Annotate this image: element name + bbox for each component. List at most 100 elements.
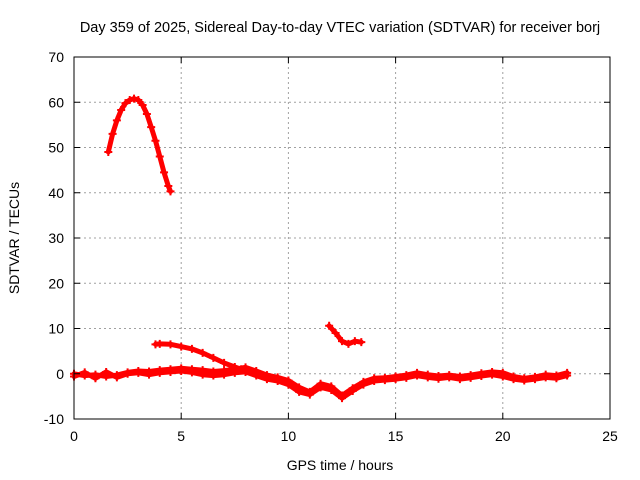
x-tick-label: 15 xyxy=(388,428,404,444)
data-point xyxy=(147,123,156,132)
data-point xyxy=(370,376,379,385)
x-axis-label: GPS time / hours xyxy=(287,457,394,473)
y-tick-label: 40 xyxy=(48,185,64,201)
data-point xyxy=(552,374,561,383)
data-point xyxy=(166,367,175,376)
data-point xyxy=(134,95,143,104)
data-point xyxy=(209,353,218,362)
data-point xyxy=(123,369,132,378)
data-point xyxy=(305,390,314,399)
data-point xyxy=(187,368,196,377)
data-point xyxy=(455,375,464,384)
data-point xyxy=(402,373,411,382)
data-point xyxy=(220,370,229,379)
grid xyxy=(74,57,610,419)
data-point xyxy=(488,370,497,379)
data-point xyxy=(117,105,126,114)
data-point xyxy=(130,94,139,103)
y-tick-label: -10 xyxy=(44,411,64,427)
x-tick-label: 25 xyxy=(602,428,618,444)
data-point xyxy=(134,368,143,377)
data-point xyxy=(198,370,207,379)
series-arc-high xyxy=(104,94,175,196)
data-point xyxy=(138,100,147,109)
data-point xyxy=(344,339,353,348)
x-tick-label: 5 xyxy=(177,428,185,444)
data-point xyxy=(477,372,486,381)
data-point xyxy=(563,371,572,380)
data-point xyxy=(338,394,346,403)
data-point xyxy=(125,95,134,104)
data-point xyxy=(91,374,100,383)
data-point xyxy=(241,367,250,376)
y-tick-label: 60 xyxy=(48,94,64,110)
data-point xyxy=(142,110,151,119)
data-point xyxy=(357,338,366,347)
data-point xyxy=(325,321,334,330)
y-tick-label: 50 xyxy=(48,140,64,156)
data-point xyxy=(145,370,154,379)
data-point xyxy=(112,373,121,382)
data-point xyxy=(187,344,196,353)
data-point xyxy=(338,337,346,346)
data-point xyxy=(391,375,400,384)
y-tick-label: 30 xyxy=(48,230,64,246)
data-point xyxy=(155,368,164,377)
data-point xyxy=(262,375,271,384)
data-point xyxy=(151,136,160,145)
data-point xyxy=(220,358,229,367)
chart-title: Day 359 of 2025, Sidereal Day-to-day VTE… xyxy=(80,20,600,36)
data-point xyxy=(112,116,121,125)
data-point xyxy=(164,181,173,190)
data-point xyxy=(104,148,113,157)
data-point xyxy=(509,375,518,384)
data-point xyxy=(423,373,432,382)
x-tick-label: 0 xyxy=(70,428,78,444)
data-point xyxy=(331,329,340,338)
data-point xyxy=(520,376,529,385)
data-point xyxy=(252,371,261,380)
data-point xyxy=(273,376,282,385)
data-point xyxy=(166,187,175,196)
data-point xyxy=(80,368,89,377)
data-point xyxy=(230,368,239,377)
data-point xyxy=(166,340,175,349)
x-tick-label: 10 xyxy=(281,428,297,444)
data-point xyxy=(198,348,207,357)
y-axis-label: SDTVAR / TECUs xyxy=(6,182,22,294)
y-tick-label: 10 xyxy=(48,321,64,337)
series-baseline-2 xyxy=(70,367,572,403)
y-tick-label: 0 xyxy=(56,366,64,382)
data-point xyxy=(121,99,130,108)
data-point xyxy=(413,371,422,380)
data-point xyxy=(498,372,507,381)
series-arc-short xyxy=(325,321,366,348)
data-point xyxy=(284,380,293,389)
data-point xyxy=(327,386,336,395)
data-point xyxy=(209,371,218,380)
data-point xyxy=(102,367,111,376)
y-tick-label: 20 xyxy=(48,275,64,291)
data-point xyxy=(530,375,539,384)
x-tick-label: 20 xyxy=(495,428,511,444)
data-point xyxy=(155,152,164,161)
data-point xyxy=(445,373,454,382)
data-point xyxy=(348,386,357,395)
data-point xyxy=(177,367,186,376)
y-tick-label: 70 xyxy=(48,49,64,65)
data-point xyxy=(155,339,164,348)
data-point xyxy=(541,373,550,382)
data-point xyxy=(316,383,325,392)
data-point xyxy=(434,374,443,383)
axis-ticks: 0 5 10 15 20 25 -10 0 10 20 30 40 50 60 70 xyxy=(44,49,618,444)
data-point xyxy=(177,342,186,351)
data-point xyxy=(380,376,389,385)
data-point xyxy=(160,168,169,177)
data-point xyxy=(359,380,368,389)
series-layer xyxy=(70,94,572,403)
series-trace xyxy=(105,96,173,194)
data-point xyxy=(466,373,475,382)
data-point xyxy=(295,387,304,396)
